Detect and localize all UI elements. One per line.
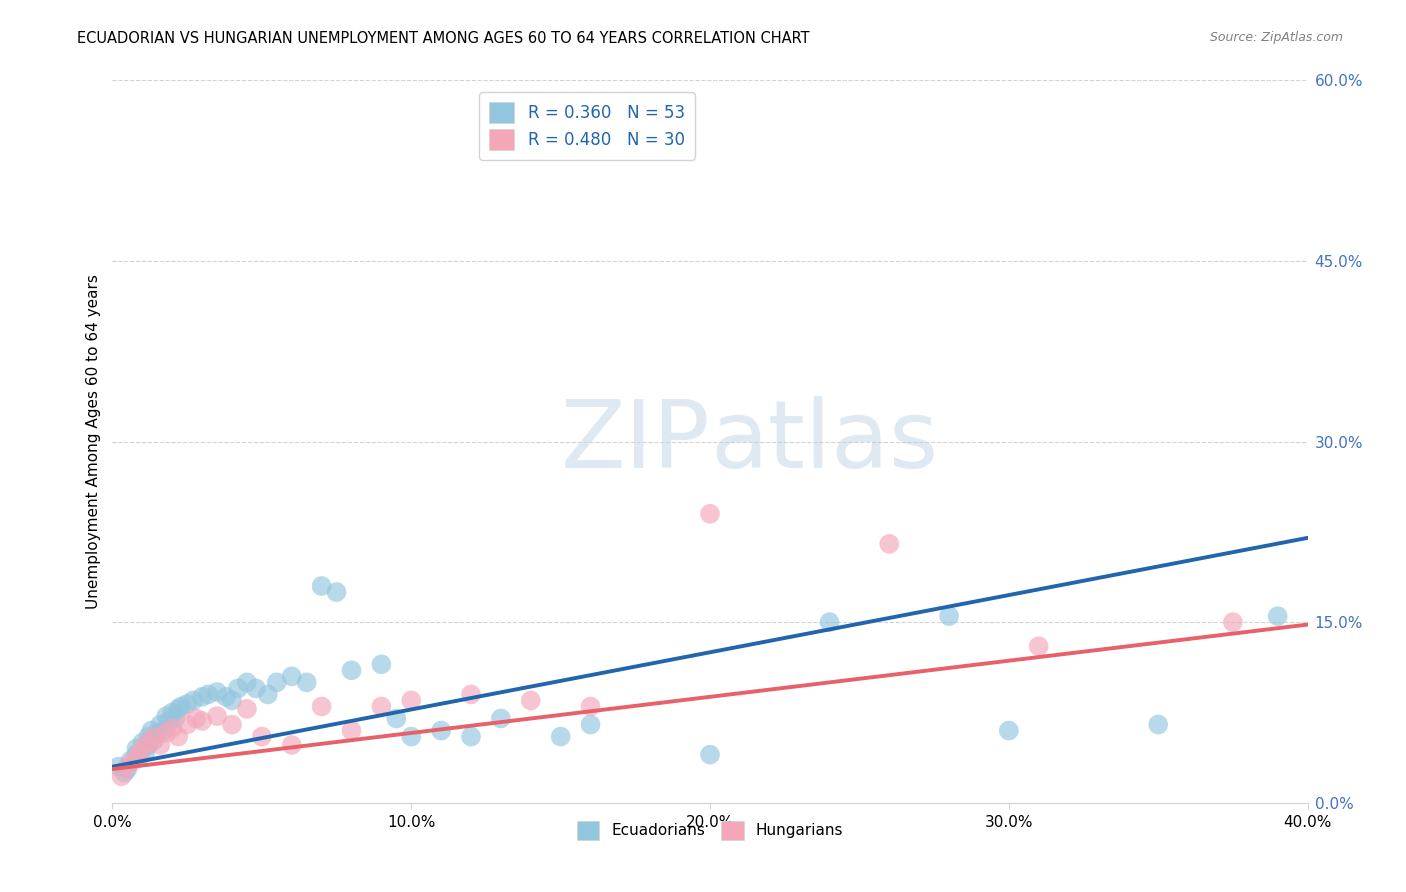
- Point: [226, 681, 249, 696]
- Y-axis label: Unemployment Among Ages 60 to 64 years: Unemployment Among Ages 60 to 64 years: [86, 274, 101, 609]
- Point: [110, 769, 132, 783]
- Point: [138, 738, 160, 752]
- Point: [138, 735, 160, 749]
- Point: [340, 664, 363, 678]
- Point: [152, 723, 174, 738]
- Point: [191, 714, 214, 728]
- Point: [460, 687, 482, 701]
- Point: [385, 712, 408, 726]
- Point: [162, 706, 183, 720]
- Point: [370, 657, 392, 672]
- Point: [311, 579, 333, 593]
- Point: [138, 730, 160, 744]
- Point: [401, 730, 423, 744]
- Point: [143, 730, 166, 744]
- Point: [401, 693, 423, 707]
- Point: [128, 750, 150, 764]
- Point: [117, 762, 139, 776]
- Point: [197, 687, 219, 701]
- Point: [107, 760, 129, 774]
- Point: [191, 690, 214, 704]
- Point: [186, 712, 208, 726]
- Point: [430, 723, 453, 738]
- Point: [1222, 615, 1244, 630]
- Point: [311, 699, 333, 714]
- Point: [205, 685, 228, 699]
- Point: [579, 717, 602, 731]
- Point: [520, 693, 543, 707]
- Point: [245, 681, 267, 696]
- Point: [250, 730, 273, 744]
- Point: [125, 741, 148, 756]
- Point: [155, 709, 177, 723]
- Point: [460, 730, 482, 744]
- Point: [879, 537, 901, 551]
- Point: [131, 735, 153, 749]
- Point: [162, 721, 183, 735]
- Point: [114, 765, 135, 780]
- Point: [1267, 609, 1289, 624]
- Text: atlas: atlas: [710, 395, 938, 488]
- Point: [699, 747, 721, 762]
- Point: [370, 699, 392, 714]
- Point: [938, 609, 960, 624]
- Point: [215, 690, 238, 704]
- Point: [550, 730, 572, 744]
- Point: [236, 702, 259, 716]
- Point: [699, 507, 721, 521]
- Point: [489, 712, 512, 726]
- Point: [281, 738, 304, 752]
- Point: [998, 723, 1021, 738]
- Point: [157, 714, 180, 728]
- Point: [170, 699, 193, 714]
- Point: [149, 717, 172, 731]
- Point: [579, 699, 602, 714]
- Point: [122, 754, 145, 768]
- Point: [176, 717, 198, 731]
- Point: [167, 702, 190, 716]
- Point: [340, 723, 363, 738]
- Point: [167, 730, 190, 744]
- Point: [1028, 639, 1050, 653]
- Point: [295, 675, 318, 690]
- Point: [266, 675, 288, 690]
- Point: [325, 585, 347, 599]
- Point: [146, 726, 169, 740]
- Legend: Ecuadorians, Hungarians: Ecuadorians, Hungarians: [571, 815, 849, 846]
- Point: [236, 675, 259, 690]
- Point: [1147, 717, 1170, 731]
- Text: ECUADORIAN VS HUNGARIAN UNEMPLOYMENT AMONG AGES 60 TO 64 YEARS CORRELATION CHART: ECUADORIAN VS HUNGARIAN UNEMPLOYMENT AMO…: [77, 31, 810, 46]
- Point: [143, 733, 166, 747]
- Point: [165, 712, 187, 726]
- Point: [131, 741, 153, 756]
- Point: [149, 738, 172, 752]
- Point: [818, 615, 841, 630]
- Point: [128, 747, 150, 762]
- Point: [176, 697, 198, 711]
- Point: [181, 693, 204, 707]
- Point: [221, 717, 243, 731]
- Point: [205, 709, 228, 723]
- Point: [120, 754, 142, 768]
- Point: [155, 726, 177, 740]
- Text: ZIP: ZIP: [561, 395, 710, 488]
- Point: [141, 723, 163, 738]
- Point: [125, 747, 148, 762]
- Text: Source: ZipAtlas.com: Source: ZipAtlas.com: [1209, 31, 1343, 45]
- Point: [281, 669, 304, 683]
- Point: [221, 693, 243, 707]
- Point: [117, 760, 139, 774]
- Point: [134, 745, 156, 759]
- Point: [257, 687, 280, 701]
